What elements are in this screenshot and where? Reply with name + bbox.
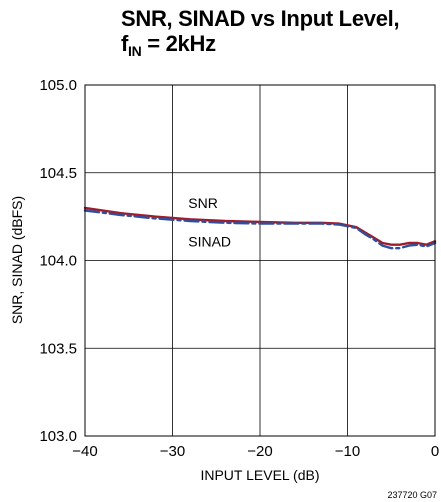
y-axis-label: SNR, SINAD (dBFS) xyxy=(9,196,25,324)
series-line-snr xyxy=(83,206,437,246)
series-group xyxy=(83,206,437,250)
y-tick-label: 104.5 xyxy=(39,165,77,182)
annotation-sinad: SINAD xyxy=(188,233,231,249)
x-tick-label: −30 xyxy=(160,443,185,460)
y-tick-label: 103.0 xyxy=(39,428,77,445)
x-tick-label: 0 xyxy=(431,443,439,460)
grid xyxy=(85,85,435,436)
title-rest: = 2kHz xyxy=(141,31,216,56)
chart-title: SNR, SINAD vs Input Level, fIN = 2kHz xyxy=(121,6,400,59)
y-tick-label: 103.5 xyxy=(39,340,77,357)
x-tick-label: −40 xyxy=(72,443,97,460)
series-line-sinad xyxy=(83,209,437,250)
annotation-snr: SNR xyxy=(188,195,218,211)
x-tick-label: −20 xyxy=(247,443,272,460)
figure-id: 237720 G07 xyxy=(387,490,437,500)
plot-frame xyxy=(84,84,436,437)
title-subscript: IN xyxy=(128,43,142,59)
y-tick-label: 104.0 xyxy=(39,253,77,270)
x-axis-label: INPUT LEVEL (dB) xyxy=(200,467,319,483)
title-f: f xyxy=(121,31,129,56)
chart-title-line1: SNR, SINAD vs Input Level, xyxy=(121,6,400,31)
tick-labels: −40 −30 −20 −10 0 103.0 103.5 104.0 104.5 105.0 xyxy=(39,77,439,460)
chart-title-line2: fIN = 2kHz xyxy=(121,31,399,59)
x-tick-label: −10 xyxy=(335,443,360,460)
y-tick-label: 105.0 xyxy=(39,77,77,94)
